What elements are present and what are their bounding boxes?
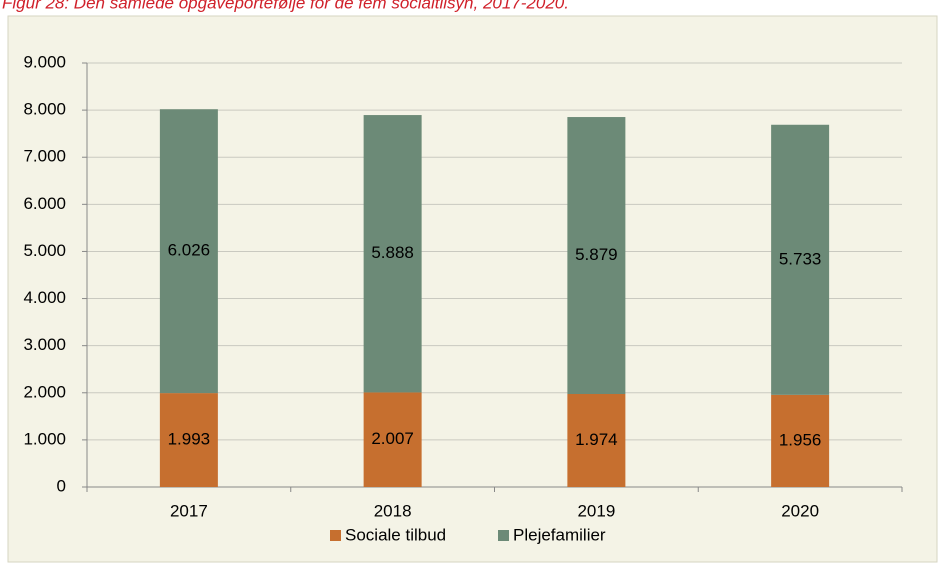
- bar-segment: [159, 393, 218, 487]
- bar-segment: [771, 394, 830, 487]
- y-tick-label: 8.000: [23, 100, 66, 119]
- y-tick-label: 9.000: [23, 52, 66, 71]
- bar-segment: [771, 124, 830, 395]
- y-tick-label: 0: [57, 476, 66, 495]
- x-tick-label: 2020: [781, 501, 819, 520]
- legend-swatch: [498, 530, 509, 541]
- y-tick-label: 1.000: [23, 429, 66, 448]
- y-tick-label: 5.000: [23, 241, 66, 260]
- data-label: 5.888: [371, 243, 414, 262]
- legend-label: Plejefamilier: [513, 525, 606, 544]
- legend-swatch: [330, 530, 341, 541]
- y-tick-label: 4.000: [23, 288, 66, 307]
- bar-segment: [363, 392, 422, 487]
- data-label: 5.879: [575, 245, 618, 264]
- legend-label: Sociale tilbud: [345, 525, 446, 544]
- y-tick-label: 6.000: [23, 194, 66, 213]
- y-tick-label: 7.000: [23, 147, 66, 166]
- data-label: 1.956: [779, 430, 822, 449]
- bar-segment: [159, 109, 218, 394]
- chart-title: Figur 28: Den samlede opgaveportefølje f…: [2, 0, 569, 12]
- data-label: 1.993: [168, 430, 211, 449]
- bar-segment: [567, 117, 626, 395]
- bar-segment: [567, 394, 626, 487]
- x-tick-label: 2018: [374, 501, 412, 520]
- y-tick-label: 2.000: [23, 382, 66, 401]
- y-tick-label: 3.000: [23, 335, 66, 354]
- data-label: 6.026: [168, 241, 211, 260]
- data-label: 1.974: [575, 430, 618, 449]
- bar-segment: [363, 115, 422, 393]
- data-label: 5.733: [779, 249, 822, 268]
- data-label: 2.007: [371, 429, 414, 448]
- x-tick-label: 2017: [170, 501, 208, 520]
- x-tick-label: 2019: [577, 501, 615, 520]
